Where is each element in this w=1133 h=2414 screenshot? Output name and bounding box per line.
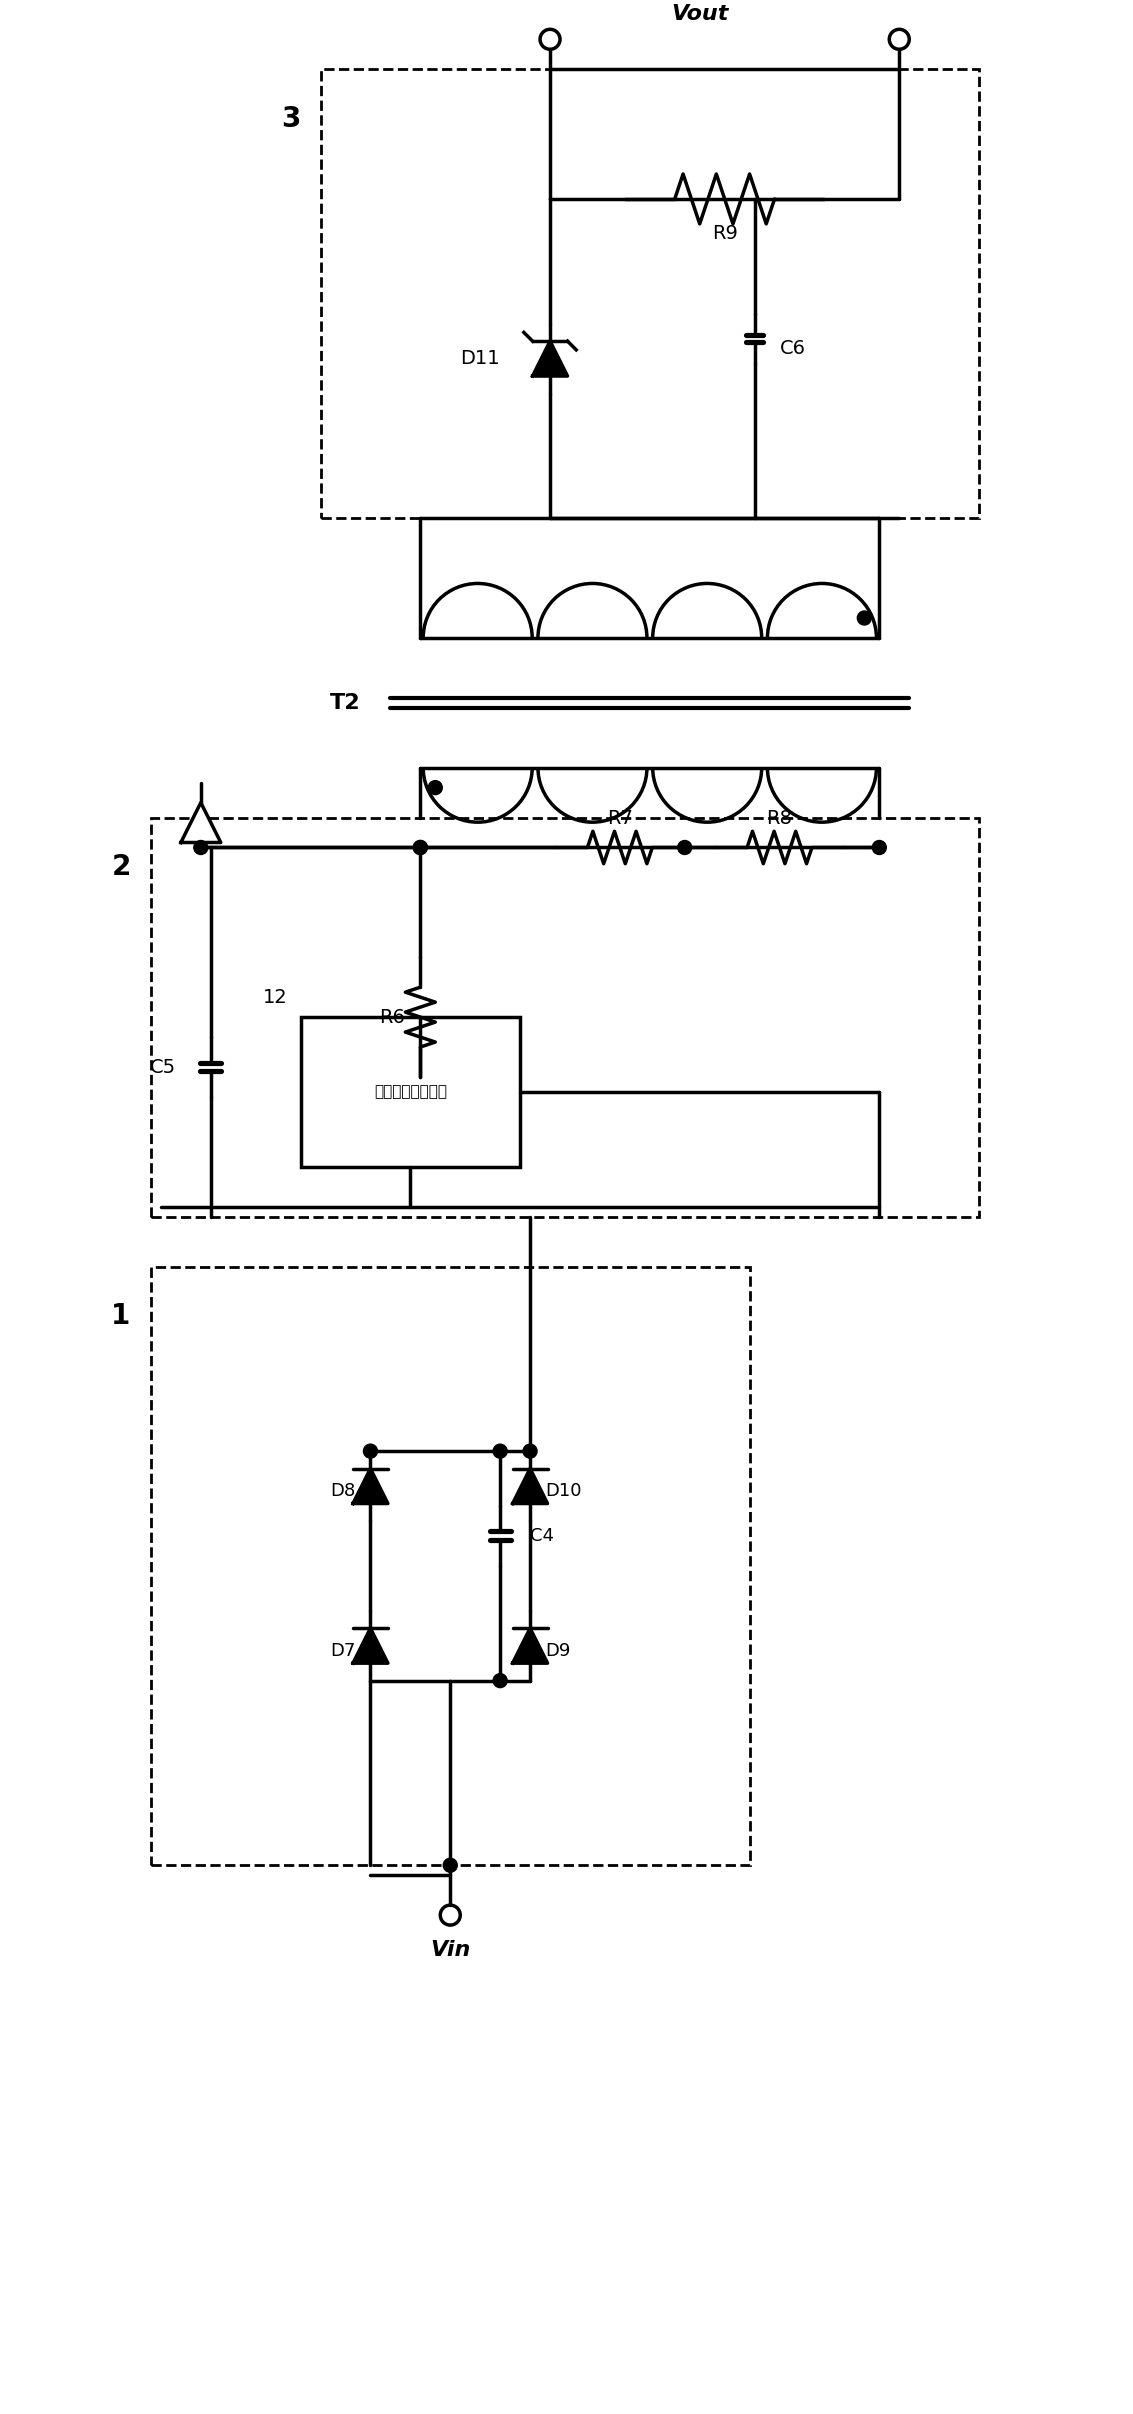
Circle shape bbox=[428, 780, 442, 794]
Text: R7: R7 bbox=[607, 809, 633, 828]
Circle shape bbox=[858, 611, 871, 625]
Text: 3: 3 bbox=[281, 106, 300, 133]
Circle shape bbox=[443, 1859, 458, 1873]
Polygon shape bbox=[512, 1629, 547, 1663]
Text: D10: D10 bbox=[545, 1482, 581, 1499]
Circle shape bbox=[414, 840, 427, 855]
Text: R8: R8 bbox=[767, 809, 792, 828]
Text: C5: C5 bbox=[150, 1057, 176, 1077]
Circle shape bbox=[493, 1444, 508, 1458]
Circle shape bbox=[872, 840, 886, 855]
Text: Vin: Vin bbox=[431, 1941, 470, 1960]
Text: T2: T2 bbox=[330, 693, 360, 712]
Text: 1: 1 bbox=[111, 1304, 130, 1330]
Text: R6: R6 bbox=[380, 1007, 406, 1026]
Text: D8: D8 bbox=[330, 1482, 356, 1499]
Text: C4: C4 bbox=[530, 1528, 554, 1545]
Text: 2: 2 bbox=[111, 855, 130, 881]
Polygon shape bbox=[512, 1468, 547, 1504]
Text: D7: D7 bbox=[330, 1642, 356, 1661]
Text: R9: R9 bbox=[712, 225, 738, 244]
Text: D9: D9 bbox=[545, 1642, 570, 1661]
Circle shape bbox=[678, 840, 692, 855]
Polygon shape bbox=[533, 340, 568, 377]
Text: 开关电源驱动芯片: 开关电源驱动芯片 bbox=[374, 1084, 446, 1098]
Circle shape bbox=[414, 840, 427, 855]
FancyBboxPatch shape bbox=[300, 1016, 520, 1166]
Polygon shape bbox=[181, 801, 221, 842]
Text: D11: D11 bbox=[460, 350, 500, 367]
Polygon shape bbox=[353, 1629, 387, 1663]
Polygon shape bbox=[353, 1468, 387, 1504]
Circle shape bbox=[523, 1444, 537, 1458]
Text: C6: C6 bbox=[780, 338, 806, 357]
Text: 12: 12 bbox=[263, 987, 288, 1007]
Circle shape bbox=[364, 1444, 377, 1458]
Text: Vout: Vout bbox=[671, 5, 729, 24]
Circle shape bbox=[194, 840, 207, 855]
Circle shape bbox=[493, 1673, 508, 1687]
